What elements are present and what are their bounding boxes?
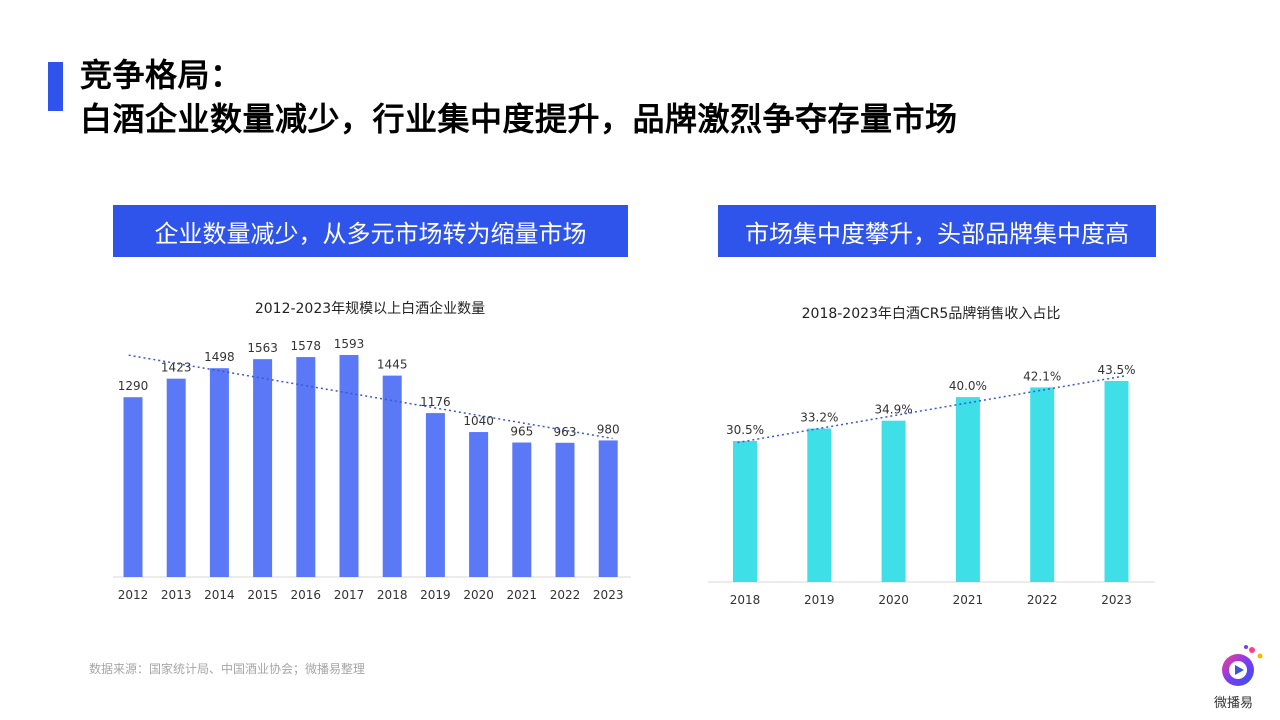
right-panel-banner: 市场集中度攀升，头部品牌集中度高 <box>718 205 1156 257</box>
bar-2021 <box>512 442 532 577</box>
bar-2022 <box>555 442 575 577</box>
data-label-2014: 1498 <box>204 350 235 364</box>
page-title: 竞争格局： <box>80 56 243 94</box>
data-label-2020: 1040 <box>463 414 494 428</box>
x-tick-2012: 2012 <box>118 588 149 602</box>
page-subtitle: 白酒企业数量减少，行业集中度提升，品牌激烈争夺存量市场 <box>80 100 958 138</box>
data-label-2023: 980 <box>597 422 620 436</box>
x-tick-2014: 2014 <box>204 588 235 602</box>
x-tick-2013: 2013 <box>161 588 192 602</box>
trend-line <box>737 375 1125 444</box>
x-tick-2015: 2015 <box>247 588 278 602</box>
x-tick-2017: 2017 <box>334 588 365 602</box>
bar-2014 <box>209 368 229 577</box>
x-tick-2019: 2019 <box>804 593 835 607</box>
data-label-2022: 42.1% <box>1023 369 1061 383</box>
bar-2023 <box>1104 380 1129 582</box>
bar-2018 <box>733 441 757 582</box>
data-source-note: 数据来源：国家统计局、中国酒业协会；微播易整理 <box>89 662 366 676</box>
data-label-2018: 30.5% <box>726 423 764 437</box>
data-label-2021: 965 <box>510 425 533 439</box>
x-tick-2016: 2016 <box>291 588 322 602</box>
bar-2015 <box>253 359 273 577</box>
data-label-2018: 1445 <box>377 358 408 372</box>
x-tick-2020: 2020 <box>463 588 494 602</box>
play-icon <box>1222 645 1263 686</box>
bar-2018 <box>382 375 402 577</box>
chart-title: 2018-2023年白酒CR5品牌销售收入占比 <box>802 305 1061 322</box>
data-label-2019: 33.2% <box>800 411 838 425</box>
title-accent-bar <box>48 62 63 111</box>
bar-2017 <box>339 354 359 577</box>
bar-2021 <box>955 397 980 582</box>
data-label-2023: 43.5% <box>1097 363 1135 377</box>
x-tick-2023: 2023 <box>1101 593 1132 607</box>
x-tick-2021: 2021 <box>953 593 984 607</box>
data-label-2021: 40.0% <box>949 379 987 393</box>
x-tick-2018: 2018 <box>730 593 761 607</box>
x-tick-2019: 2019 <box>420 588 451 602</box>
brand-logo-label: 微播易 <box>1214 696 1254 711</box>
data-label-2019: 1176 <box>420 395 451 409</box>
bar-2020 <box>881 420 906 582</box>
data-label-2017: 1593 <box>334 337 365 351</box>
x-tick-2020: 2020 <box>878 593 909 607</box>
bar-2012 <box>123 397 143 577</box>
trend-line <box>128 354 613 440</box>
x-tick-2022: 2022 <box>1027 593 1058 607</box>
bar-2019 <box>807 428 832 582</box>
data-label-2022: 963 <box>554 425 577 439</box>
bar-2019 <box>425 413 445 577</box>
bar-2020 <box>469 432 489 577</box>
bar-2023 <box>598 440 618 577</box>
left-panel-banner: 企业数量减少，从多元市场转为缩量市场 <box>113 205 628 257</box>
x-tick-2023: 2023 <box>593 588 624 602</box>
chart-title: 2012-2023年规模以上白酒企业数量 <box>255 300 485 317</box>
x-tick-2021: 2021 <box>507 588 538 602</box>
data-label-2016: 1578 <box>291 339 322 353</box>
data-label-2012: 1290 <box>118 379 149 393</box>
data-label-2015: 1563 <box>247 341 278 355</box>
data-label-2020: 34.9% <box>875 403 913 417</box>
x-tick-2018: 2018 <box>377 588 408 602</box>
bar-2022 <box>1030 387 1055 582</box>
x-tick-2022: 2022 <box>550 588 581 602</box>
bar-2016 <box>296 357 316 577</box>
bar-2013 <box>166 378 186 577</box>
